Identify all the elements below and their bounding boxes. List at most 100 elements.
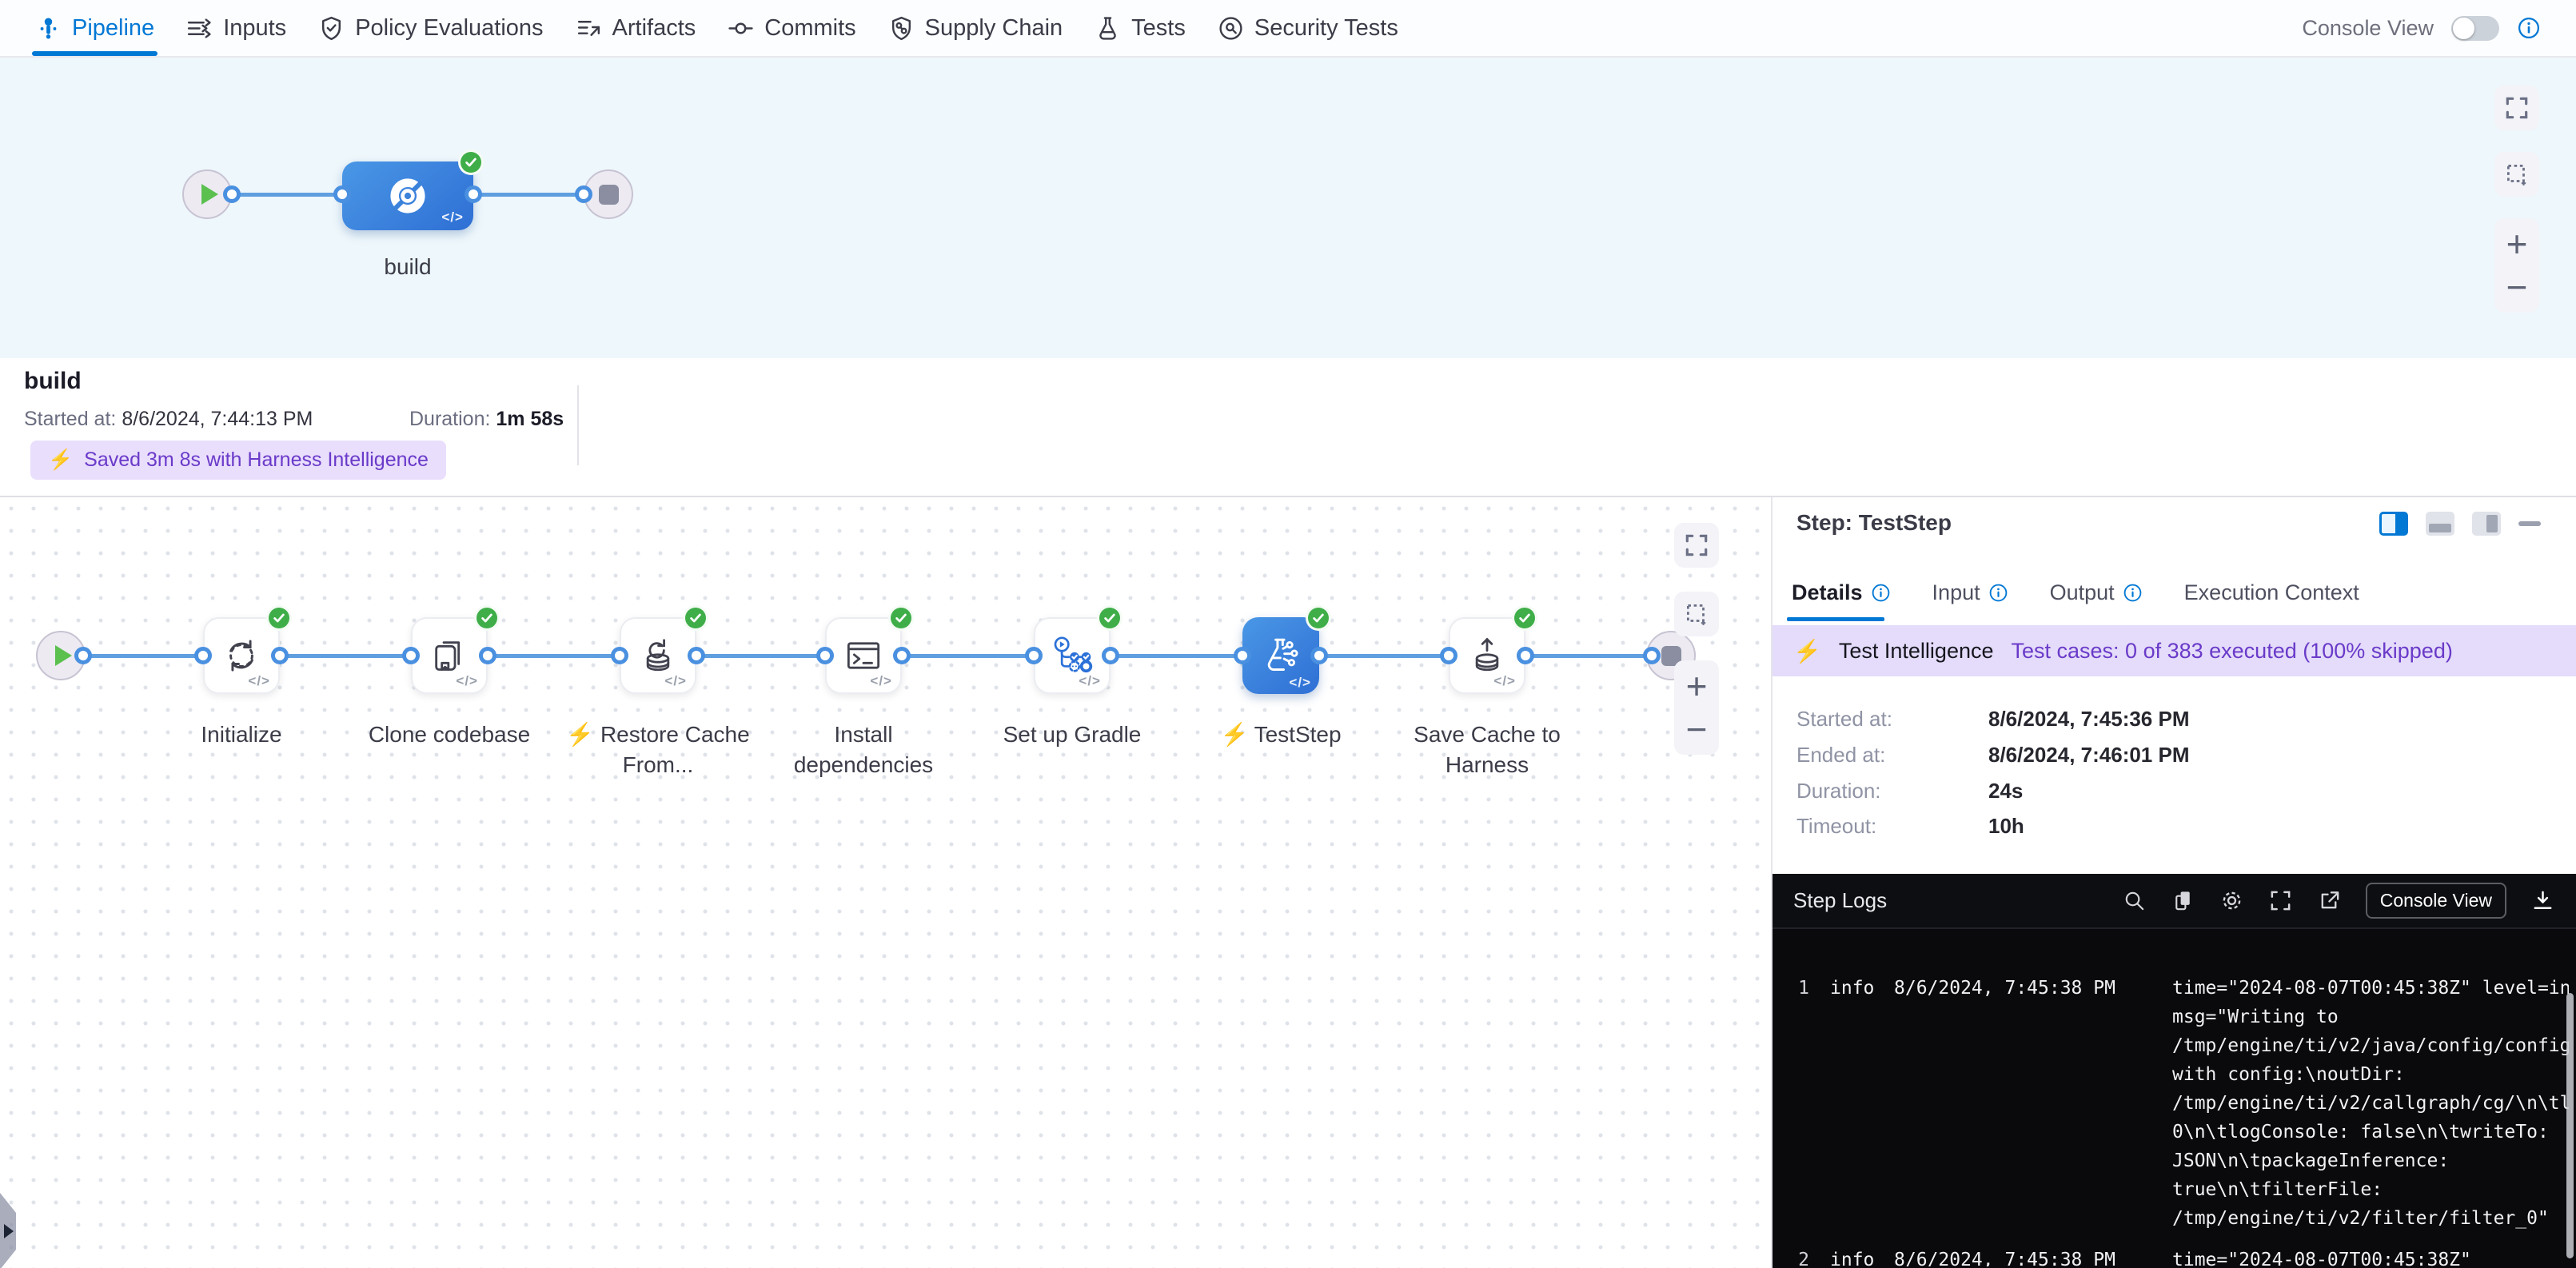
zoom-controls: + − — [2494, 218, 2539, 313]
step-label-install-dependencies[interactable]: Install dependencies — [793, 722, 934, 777]
test-intelligence-icon — [1267, 638, 1298, 671]
panel-layout-controls — [2379, 512, 2541, 536]
step-node-restore-cache[interactable]: </> — [620, 617, 696, 694]
log-output[interactable]: 1 info 8/6/2024, 7:45:38 PM time="2024-0… — [1772, 929, 2576, 1266]
log-message: time="2024-08-07T00:45:38Z" — [2172, 1250, 2471, 1266]
edge-connector-dot — [402, 647, 420, 664]
selection-tool-button[interactable] — [2494, 152, 2539, 197]
console-view-label: Console View — [2302, 15, 2434, 40]
success-check-badge — [1512, 605, 1537, 631]
success-check-badge — [458, 150, 484, 175]
step-details-panel: Step: TestStep Details Input Output — [1771, 497, 2576, 1268]
stage-steps-canvas[interactable]: </> </> </> </> </> </> — [0, 497, 1771, 1268]
tab-commits[interactable]: Commits — [728, 0, 856, 56]
success-check-badge — [474, 605, 500, 631]
tab-artifacts[interactable]: Artifacts — [576, 0, 696, 56]
test-intelligence-banner[interactable]: ⚡ Test Intelligence Test cases: 0 of 383… — [1772, 625, 2576, 676]
code-marker-icon: </> — [1289, 675, 1311, 690]
detail-row-ended: Ended at: 8/6/2024, 7:46:01 PM — [1796, 743, 2190, 767]
zoom-in-button[interactable]: + — [2506, 222, 2528, 265]
expand-left-panel-handle[interactable] — [0, 1193, 16, 1268]
harness-intelligence-badge[interactable]: ⚡ Saved 3m 8s with Harness Intelligence — [30, 441, 446, 480]
fullscreen-icon[interactable] — [2268, 888, 2293, 913]
log-level: info — [1830, 978, 1875, 999]
code-marker-icon: </> — [1079, 673, 1101, 688]
lightning-icon: ⚡ — [48, 449, 74, 471]
edge-connector-dot — [1643, 647, 1661, 664]
tab-security-tests[interactable]: Security Tests — [1218, 0, 1398, 56]
success-check-badge — [683, 605, 708, 631]
console-view-button[interactable]: Console View — [2365, 883, 2506, 919]
settings-gear-icon[interactable] — [2219, 888, 2244, 913]
tab-label: Artifacts — [612, 14, 696, 41]
console-view-toggle[interactable] — [2451, 15, 2499, 41]
stage-node-build[interactable]: </> — [342, 161, 473, 230]
stage-summary-bar: build Started at: 8/6/2024, 7:44:13 PM D… — [0, 358, 2576, 497]
download-icon[interactable] — [2530, 888, 2555, 913]
log-timestamp: 8/6/2024, 7:45:38 PM — [1894, 978, 2115, 999]
zoom-out-button[interactable]: − — [2506, 266, 2528, 309]
pipeline-graph-canvas[interactable]: </> build + − — [0, 58, 2576, 358]
play-icon — [201, 184, 218, 205]
step-label-teststep[interactable]: ⚡ TestStep — [1220, 722, 1342, 747]
search-icon[interactable] — [2122, 888, 2147, 913]
play-icon — [55, 645, 72, 666]
tab-input[interactable]: Input — [1932, 580, 2008, 605]
step-label-restore-cache[interactable]: ⚡ Restore Cache From... — [566, 722, 750, 777]
minimize-panel-button[interactable] — [2518, 521, 2541, 526]
log-actions: Console View — [2122, 883, 2555, 919]
selection-tool-button[interactable] — [1674, 592, 1719, 636]
info-icon[interactable] — [2517, 16, 2541, 40]
tab-supply-chain[interactable]: Supply Chain — [888, 0, 1063, 56]
cache-save-icon — [1475, 637, 1499, 672]
step-label-setup-gradle[interactable]: Set up Gradle — [1003, 722, 1142, 747]
log-scrollbar[interactable] — [2566, 993, 2574, 1258]
tab-label: Commits — [764, 14, 856, 41]
stage-duration: Duration: 1m 58s — [409, 408, 564, 430]
fullscreen-button[interactable] — [1674, 523, 1719, 568]
edge-connector-dot — [74, 647, 92, 664]
step-node-initialize[interactable]: </> — [203, 617, 280, 694]
copy-icon[interactable] — [2171, 888, 2195, 913]
layout-right-panel-icon[interactable] — [2379, 512, 2408, 536]
zoom-out-button[interactable]: − — [1685, 708, 1708, 751]
fullscreen-button[interactable] — [2494, 86, 2539, 130]
step-label-initialize[interactable]: Initialize — [201, 722, 282, 747]
step-label-clone-codebase[interactable]: Clone codebase — [368, 722, 531, 747]
step-logs-header: Step Logs Console View — [1772, 874, 2576, 929]
divider — [577, 385, 579, 465]
code-marker-icon: </> — [441, 209, 464, 225]
tab-output[interactable]: Output — [2050, 580, 2143, 605]
tab-details[interactable]: Details — [1792, 580, 1891, 605]
step-node-clone-codebase[interactable]: </> — [411, 617, 488, 694]
supply-chain-icon — [891, 16, 911, 40]
step-logs-title: Step Logs — [1793, 888, 1888, 912]
tab-label: Inputs — [223, 14, 287, 41]
tab-label: Supply Chain — [924, 14, 1063, 41]
info-icon — [2123, 584, 2142, 602]
step-node-setup-gradle[interactable]: </> — [1034, 617, 1111, 694]
step-node-install-dependencies[interactable]: </> — [825, 617, 902, 694]
pipeline-start-node — [182, 169, 232, 219]
cache-restore-icon — [646, 639, 670, 672]
layout-bottom-panel-icon[interactable] — [2426, 512, 2454, 536]
info-icon — [1989, 584, 2007, 602]
layout-minimized-panel-icon[interactable] — [2472, 512, 2501, 536]
edge-connector-dot — [1025, 647, 1043, 664]
tab-tests[interactable]: Tests — [1095, 0, 1186, 56]
tab-pipeline[interactable]: Pipeline — [31, 0, 158, 56]
edge-connector-dot — [1102, 647, 1119, 664]
success-check-badge — [1097, 605, 1123, 631]
tab-label: Policy Evaluations — [355, 14, 544, 41]
step-node-teststep[interactable]: </> — [1242, 617, 1319, 694]
chevron-right-icon — [4, 1224, 14, 1238]
tab-inputs[interactable]: Inputs — [186, 0, 286, 56]
zoom-in-button[interactable]: + — [1685, 664, 1708, 707]
step-node-save-cache[interactable]: </> — [1449, 617, 1525, 694]
tab-execution-context[interactable]: Execution Context — [2183, 580, 2359, 604]
tab-policy-evaluations[interactable]: Policy Evaluations — [318, 0, 544, 56]
lightning-icon: ⚡ — [1793, 638, 1821, 664]
step-label-save-cache[interactable]: Save Cache to Harness — [1414, 722, 1561, 777]
edge-connector-dot — [1517, 647, 1534, 664]
open-in-new-icon[interactable] — [2317, 888, 2342, 913]
